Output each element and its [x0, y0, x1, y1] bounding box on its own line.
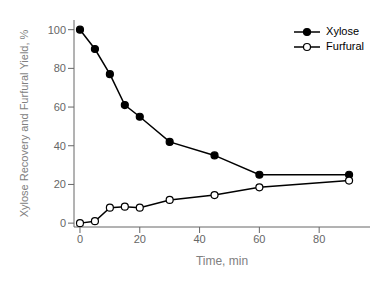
svg-text:20: 20 [54, 178, 66, 190]
svg-text:40: 40 [193, 233, 205, 245]
html-text:Xylose: Xylose [326, 25, 360, 37]
svg-text:80: 80 [54, 62, 66, 74]
svg-text:20: 20 [134, 233, 146, 245]
svg-text:0: 0 [60, 217, 66, 229]
svg-text:80: 80 [313, 233, 325, 245]
svg-text:Time, min: Time, min [196, 254, 248, 268]
svg-text:60: 60 [253, 233, 265, 245]
svg-text:60: 60 [54, 101, 66, 113]
svg-text:0: 0 [77, 233, 83, 245]
svg-text:Xylose Recovery and Furfural Y: Xylose Recovery and Furfural Yield, % [18, 29, 30, 217]
html-text:Furfural: Furfural [326, 40, 364, 52]
svg-text:40: 40 [54, 140, 66, 152]
svg-text:100: 100 [48, 24, 66, 36]
